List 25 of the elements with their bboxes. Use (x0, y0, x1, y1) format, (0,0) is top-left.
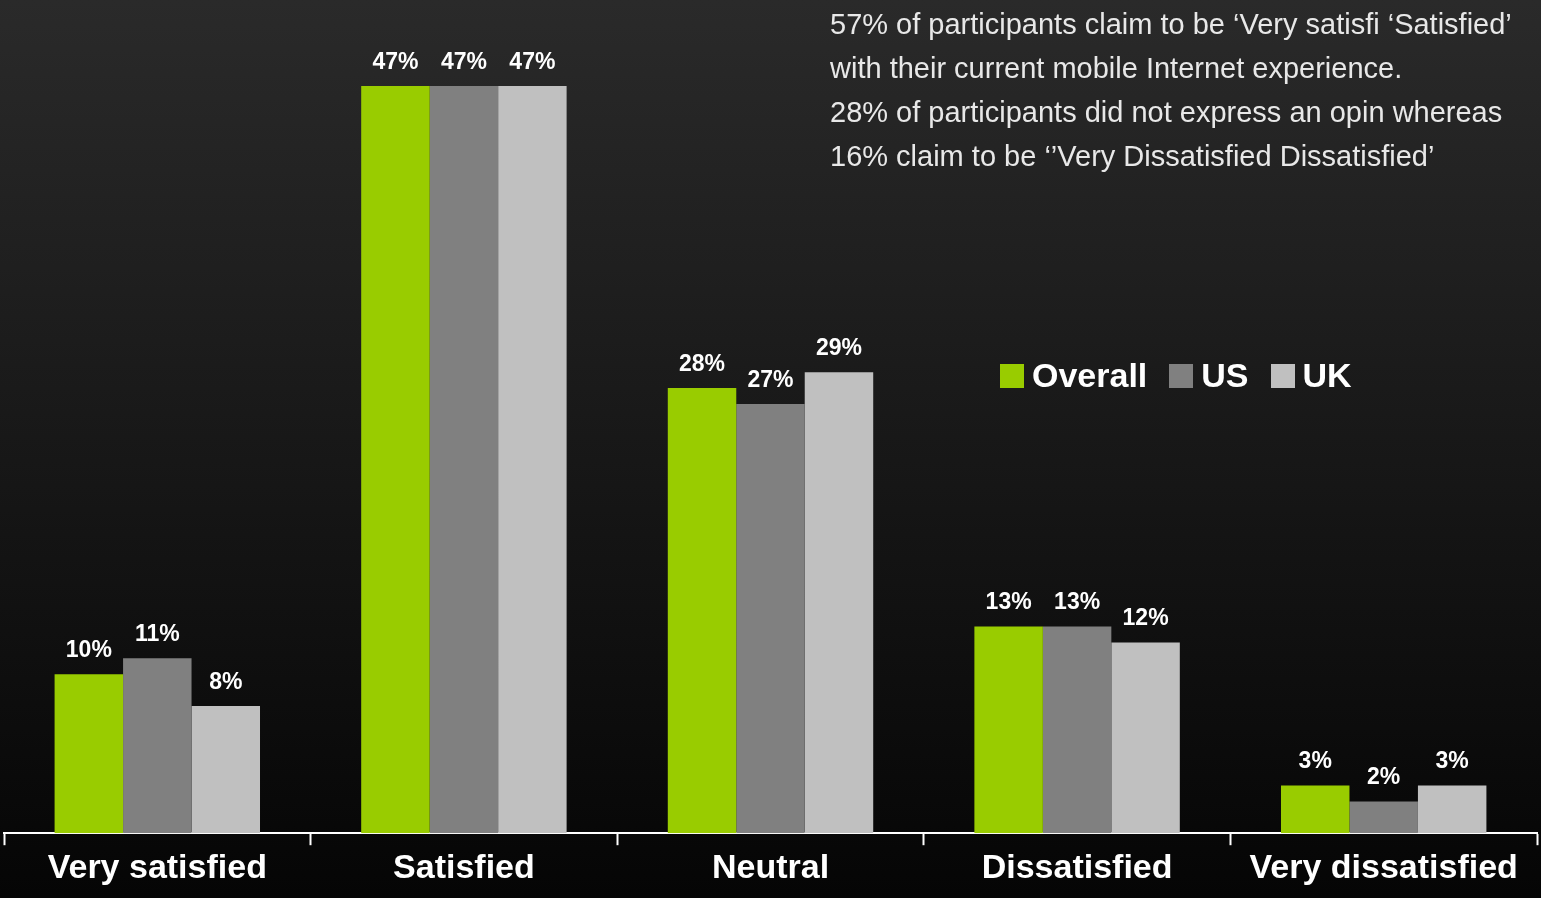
data-label: 27% (747, 365, 794, 392)
data-label: 10% (65, 636, 112, 663)
legend-label: Overall (1032, 356, 1148, 395)
x-tick-label: Neutral (711, 846, 830, 885)
data-label: 13% (1054, 588, 1101, 615)
data-label: 28% (679, 349, 726, 376)
data-label: 47% (509, 47, 556, 74)
x-tick-label: Dissatisfied (981, 846, 1173, 885)
x-tick-label: Very dissatisfied (1249, 846, 1518, 885)
x-tick-label: Very satisfied (47, 846, 267, 885)
data-label: 13% (985, 588, 1032, 615)
text: 57% of participants claim to be ‘Very satisfi ‘Satisfied’ with their current mobile Internet experience. (830, 7, 1512, 86)
legend-label: US (1201, 356, 1249, 395)
legend-label: UK (1302, 356, 1352, 395)
data-label: 12% (1122, 604, 1169, 631)
data-label: 8% (209, 667, 243, 694)
data-label: 3% (1298, 747, 1332, 774)
data-label: 47% (440, 47, 487, 74)
data-label: 47% (372, 47, 419, 74)
data-label: 29% (815, 334, 862, 361)
x-tick-label: Satisfied (393, 846, 535, 885)
annotation: 28% of participants did not express an opin whereas 16% claim to be ‘’Very Dissatisfied Dissatisfied’ (830, 95, 1504, 174)
data-label: 2% (1367, 763, 1401, 790)
data-label: 3% (1435, 747, 1469, 774)
data-label: 11% (134, 620, 180, 647)
